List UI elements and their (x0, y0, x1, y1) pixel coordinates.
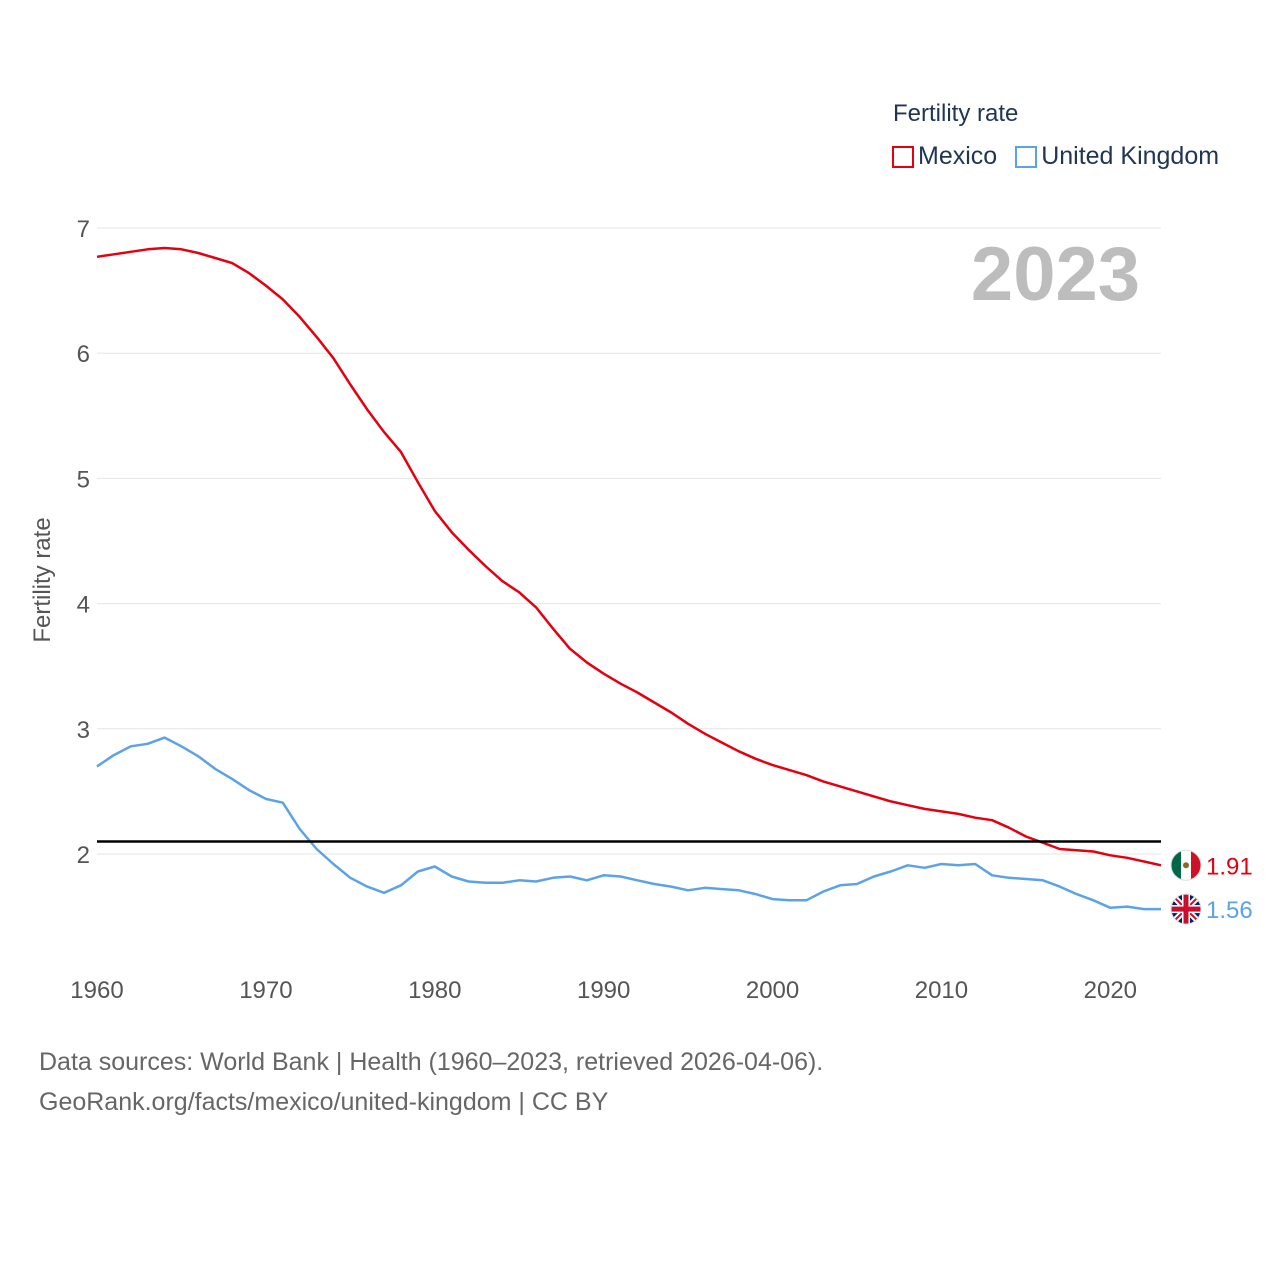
legend-item-mexico[interactable]: Mexico (892, 142, 997, 171)
flag-uk-body (1171, 894, 1201, 925)
x-tick-label-1970: 1970 (239, 977, 292, 1004)
flag-outline (1170, 893, 1202, 925)
end-markers: 1.91 1.56 (1170, 849, 1253, 925)
legend-title: Fertility rate (893, 100, 1019, 127)
flag-uk-vred (1183, 894, 1189, 925)
footer: Data sources: World Bank | Health (1960–… (39, 1042, 823, 1122)
x-tick-label-2010: 2010 (915, 977, 968, 1004)
x-tick-label-1980: 1980 (408, 977, 461, 1004)
x-tick-label-1960: 1960 (70, 977, 123, 1004)
y-tick-label-7: 7 (77, 216, 90, 243)
data-sources-text: Data sources: World Bank | Health (1960–… (39, 1048, 824, 1076)
y-tick-label-6: 6 (77, 341, 90, 368)
series-lines (96, 246, 1162, 911)
y-axis-label: Fertility rate (29, 517, 56, 643)
legend: Mexico United Kingdom (892, 142, 1237, 171)
flag-mexico-green (1171, 850, 1181, 881)
flag-icon-united-kingdom (1170, 893, 1202, 925)
flag-mexico-red (1191, 850, 1201, 881)
flag-mexico-emblem (1183, 862, 1189, 869)
y-tick-label-4: 4 (77, 592, 90, 619)
series-line-united-kingdom (96, 736, 1161, 911)
gridlines (97, 227, 1161, 855)
x-tick-label-1990: 1990 (577, 977, 630, 1004)
x-tick-label-2020: 2020 (1084, 977, 1137, 1004)
x-tick-label-2000: 2000 (746, 977, 799, 1004)
flag-icon-mexico (1170, 849, 1202, 881)
y-tick-label-3: 3 (77, 717, 90, 744)
legend-label-mexico: Mexico (918, 142, 998, 170)
legend-swatch-mexico (892, 145, 914, 168)
year-watermark: 2023 (971, 232, 1140, 317)
x-axis-ticks: 1960 1970 1980 1990 2000 2010 2020 (70, 977, 1137, 1004)
flag-mexico-body (1171, 850, 1201, 881)
end-label-mexico: 1.91 (1206, 853, 1253, 880)
legend-label-united-kingdom: United Kingdom (1041, 142, 1220, 170)
source-link-text[interactable]: GeoRank.org/facts/mexico/united-kingdom … (39, 1088, 609, 1116)
end-label-united-kingdom: 1.56 (1206, 897, 1253, 924)
y-tick-label-5: 5 (77, 466, 90, 493)
flag-outline (1170, 849, 1202, 881)
legend-item-united-kingdom[interactable]: United Kingdom (1015, 142, 1219, 171)
series-line-mexico (96, 246, 1162, 867)
y-axis-ticks: 2 3 4 5 6 7 (77, 216, 90, 869)
y-tick-label-2: 2 (77, 842, 90, 869)
legend-swatch-united-kingdom (1015, 145, 1038, 168)
